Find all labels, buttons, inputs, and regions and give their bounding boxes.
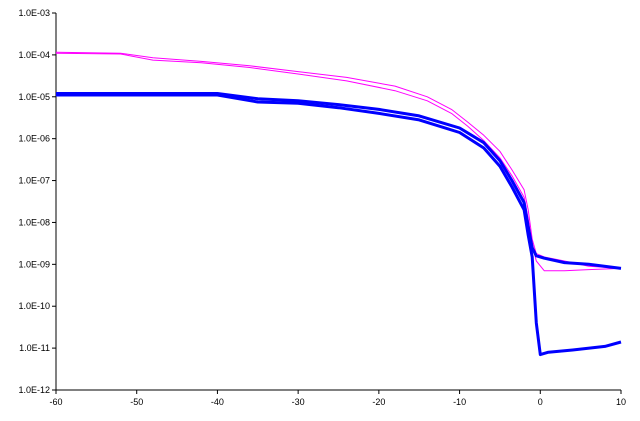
x-tick-label: -30 [292,397,305,407]
series-line-2 [55,52,622,272]
x-tick-label: 10 [616,397,626,407]
x-tick-label: -40 [211,397,224,407]
y-tick-label: 1.0E-07 [18,176,50,186]
x-tick-label: -50 [130,397,143,407]
x-tick-label: -60 [49,397,62,407]
y-tick-label: 1.0E-12 [18,385,50,395]
y-tick-label: 1.0E-03 [18,8,50,18]
series-line-3 [56,92,622,270]
ticks: -60 -50 -40 -30 -20 -10 0 10 1.0E-03 1.0E-04 1.0E-… [18,8,626,407]
y-tick-label: 1.0E-09 [18,259,50,269]
axes [55,13,621,391]
x-tick-label: -20 [372,397,385,407]
y-tick-label: 1.0E-08 [18,217,50,227]
y-tick-label: 1.0E-10 [18,301,50,311]
series-line-4 [56,93,622,357]
y-tick-label: 1.0E-05 [18,92,50,102]
series-line-1 [55,51,622,269]
x-tick-label: 0 [538,397,543,407]
y-tick-label: 1.0E-11 [19,343,50,353]
y-tick-label: 1.0E-06 [18,134,50,144]
y-tick-label: 1.0E-04 [18,50,50,60]
x-tick-label: -10 [453,397,466,407]
series [55,51,622,357]
